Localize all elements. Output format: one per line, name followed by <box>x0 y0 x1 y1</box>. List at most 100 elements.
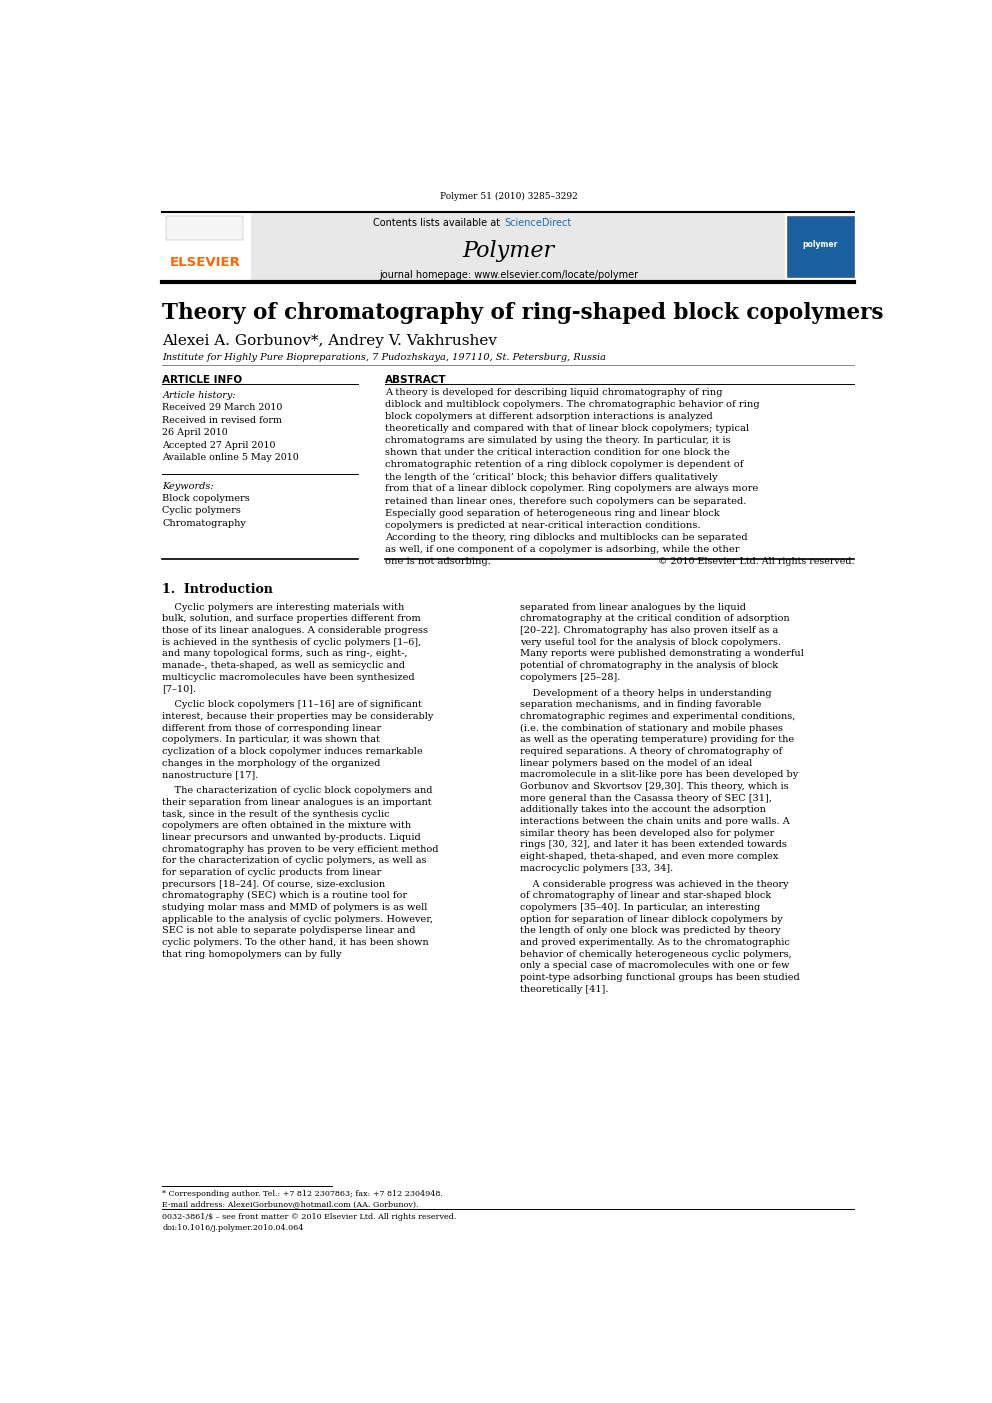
Text: bulk, solution, and surface properties different from: bulk, solution, and surface properties d… <box>163 615 422 623</box>
Text: as well as the operating temperature) providing for the: as well as the operating temperature) pr… <box>520 735 794 745</box>
Text: different from those of corresponding linear: different from those of corresponding li… <box>163 724 382 732</box>
Text: precursors [18–24]. Of course, size-exclusion: precursors [18–24]. Of course, size-excl… <box>163 880 386 888</box>
Text: Available online 5 May 2010: Available online 5 May 2010 <box>163 453 300 462</box>
Text: ScienceDirect: ScienceDirect <box>505 217 571 229</box>
Text: copolymers [35–40]. In particular, an interesting: copolymers [35–40]. In particular, an in… <box>520 904 760 912</box>
Text: point-type adsorbing functional groups has been studied: point-type adsorbing functional groups h… <box>520 972 800 982</box>
Text: one is not adsorbing.: one is not adsorbing. <box>385 557 491 565</box>
Text: Received in revised form: Received in revised form <box>163 415 283 425</box>
Text: Many reports were published demonstrating a wonderful: Many reports were published demonstratin… <box>520 650 804 658</box>
Bar <box>787 216 854 278</box>
Text: chromatography (SEC) which is a routine tool for: chromatography (SEC) which is a routine … <box>163 891 408 901</box>
Text: that ring homopolymers can by fully: that ring homopolymers can by fully <box>163 950 342 958</box>
Text: separated from linear analogues by the liquid: separated from linear analogues by the l… <box>520 603 746 612</box>
Text: is achieved in the synthesis of cyclic polymers [1–6],: is achieved in the synthesis of cyclic p… <box>163 637 422 647</box>
Text: retained than linear ones, therefore such copolymers can be separated.: retained than linear ones, therefore suc… <box>385 497 747 505</box>
Text: [7–10].: [7–10]. <box>163 685 196 693</box>
Text: Received 29 March 2010: Received 29 March 2010 <box>163 403 283 412</box>
Text: 26 April 2010: 26 April 2010 <box>163 428 228 438</box>
Text: linear polymers based on the model of an ideal: linear polymers based on the model of an… <box>520 759 752 767</box>
Text: interest, because their properties may be considerably: interest, because their properties may b… <box>163 711 434 721</box>
Text: E-mail address: AlexeiGorbunov@hotmail.com (AA. Gorbunov).: E-mail address: AlexeiGorbunov@hotmail.c… <box>163 1200 419 1208</box>
Text: Polymer 51 (2010) 3285–3292: Polymer 51 (2010) 3285–3292 <box>439 192 577 201</box>
Text: Keywords:: Keywords: <box>163 481 214 491</box>
Text: copolymers. In particular, it was shown that: copolymers. In particular, it was shown … <box>163 735 380 745</box>
Text: diblock and multiblock copolymers. The chromatographic behavior of ring: diblock and multiblock copolymers. The c… <box>385 400 760 408</box>
Text: studying molar mass and MMD of polymers is as well: studying molar mass and MMD of polymers … <box>163 904 428 912</box>
Text: cyclic polymers. To the other hand, it has been shown: cyclic polymers. To the other hand, it h… <box>163 939 430 947</box>
Text: A considerable progress was achieved in the theory: A considerable progress was achieved in … <box>520 880 789 888</box>
Text: * Corresponding author. Tel.: +7 812 2307863; fax: +7 812 2304948.: * Corresponding author. Tel.: +7 812 230… <box>163 1190 443 1198</box>
Text: copolymers is predicted at near-critical interaction conditions.: copolymers is predicted at near-critical… <box>385 521 701 530</box>
Text: changes in the morphology of the organized: changes in the morphology of the organiz… <box>163 759 381 767</box>
Text: Block copolymers: Block copolymers <box>163 494 250 504</box>
Text: chromatographic regimes and experimental conditions,: chromatographic regimes and experimental… <box>520 711 796 721</box>
Text: for separation of cyclic products from linear: for separation of cyclic products from l… <box>163 868 382 877</box>
Text: Institute for Highly Pure Biopreparations, 7 Pudozhskaya, 197110, St. Petersburg: Institute for Highly Pure Biopreparation… <box>163 354 606 362</box>
Text: for the characterization of cyclic polymers, as well as: for the characterization of cyclic polym… <box>163 856 427 866</box>
Text: chromatography at the critical condition of adsorption: chromatography at the critical condition… <box>520 615 790 623</box>
Text: multicyclic macromolecules have been synthesized: multicyclic macromolecules have been syn… <box>163 672 415 682</box>
Text: Theory of chromatography of ring-shaped block copolymers: Theory of chromatography of ring-shaped … <box>163 302 884 324</box>
Text: cyclization of a block copolymer induces remarkable: cyclization of a block copolymer induces… <box>163 746 423 756</box>
Text: Cyclic block copolymers [11–16] are of significant: Cyclic block copolymers [11–16] are of s… <box>163 700 423 710</box>
Text: required separations. A theory of chromatography of: required separations. A theory of chroma… <box>520 746 782 756</box>
Text: their separation from linear analogues is an important: their separation from linear analogues i… <box>163 798 433 807</box>
Text: linear precursors and unwanted by-products. Liquid: linear precursors and unwanted by-produc… <box>163 833 422 842</box>
Text: potential of chromatography in the analysis of block: potential of chromatography in the analy… <box>520 661 778 671</box>
Text: doi:10.1016/j.polymer.2010.04.064: doi:10.1016/j.polymer.2010.04.064 <box>163 1223 304 1232</box>
Text: SEC is not able to separate polydisperse linear and: SEC is not able to separate polydisperse… <box>163 926 416 936</box>
Text: theoretically [41].: theoretically [41]. <box>520 985 608 993</box>
Text: the length of the ‘critical’ block; this behavior differs qualitatively: the length of the ‘critical’ block; this… <box>385 473 718 481</box>
Text: rings [30, 32], and later it has been extended towards: rings [30, 32], and later it has been ex… <box>520 840 787 849</box>
Text: additionally takes into the account the adsorption: additionally takes into the account the … <box>520 805 766 814</box>
Text: and many topological forms, such as ring-, eight-,: and many topological forms, such as ring… <box>163 650 408 658</box>
Text: A theory is developed for describing liquid chromatography of ring: A theory is developed for describing liq… <box>385 387 723 397</box>
Text: interactions between the chain units and pore walls. A: interactions between the chain units and… <box>520 817 790 826</box>
Text: Cyclic polymers: Cyclic polymers <box>163 506 241 515</box>
Text: more general than the Casassa theory of SEC [31],: more general than the Casassa theory of … <box>520 794 772 803</box>
Text: theoretically and compared with that of linear block copolymers; typical: theoretically and compared with that of … <box>385 424 750 434</box>
Bar <box>167 216 243 240</box>
Text: option for separation of linear diblock copolymers by: option for separation of linear diblock … <box>520 915 783 923</box>
Text: Gorbunov and Skvortsov [29,30]. This theory, which is: Gorbunov and Skvortsov [29,30]. This the… <box>520 781 789 791</box>
Text: chromatograms are simulated by using the theory. In particular, it is: chromatograms are simulated by using the… <box>385 436 731 445</box>
Text: chromatography has proven to be very efficient method: chromatography has proven to be very eff… <box>163 845 438 853</box>
Text: polymer: polymer <box>803 240 838 248</box>
Text: Cyclic polymers are interesting materials with: Cyclic polymers are interesting material… <box>163 603 405 612</box>
Text: shown that under the critical interaction condition for one block the: shown that under the critical interactio… <box>385 448 730 457</box>
Text: macromolecule in a slit-like pore has been developed by: macromolecule in a slit-like pore has be… <box>520 770 799 779</box>
Text: Accepted 27 April 2010: Accepted 27 April 2010 <box>163 441 276 449</box>
Text: According to the theory, ring diblocks and multiblocks can be separated: According to the theory, ring diblocks a… <box>385 533 748 542</box>
Text: applicable to the analysis of cyclic polymers. However,: applicable to the analysis of cyclic pol… <box>163 915 434 923</box>
Text: [20–22]. Chromatography has also proven itself as a: [20–22]. Chromatography has also proven … <box>520 626 778 636</box>
Text: those of its linear analogues. A considerable progress: those of its linear analogues. A conside… <box>163 626 429 636</box>
Text: ABSTRACT: ABSTRACT <box>385 375 447 384</box>
Text: Contents lists available at: Contents lists available at <box>373 217 503 229</box>
Text: © 2010 Elsevier Ltd. All rights reserved.: © 2010 Elsevier Ltd. All rights reserved… <box>658 557 854 565</box>
Text: Alexei A. Gorbunov*, Andrey V. Vakhrushev: Alexei A. Gorbunov*, Andrey V. Vakhrushe… <box>163 334 497 348</box>
Text: similar theory has been developed also for polymer: similar theory has been developed also f… <box>520 829 774 838</box>
Text: macrocyclic polymers [33, 34].: macrocyclic polymers [33, 34]. <box>520 864 674 873</box>
Text: copolymers [25–28].: copolymers [25–28]. <box>520 672 620 682</box>
Text: of chromatography of linear and star-shaped block: of chromatography of linear and star-sha… <box>520 891 771 901</box>
Text: the length of only one block was predicted by theory: the length of only one block was predict… <box>520 926 781 936</box>
Text: only a special case of macromolecules with one or few: only a special case of macromolecules wi… <box>520 961 790 971</box>
Text: behavior of chemically heterogeneous cyclic polymers,: behavior of chemically heterogeneous cyc… <box>520 950 792 958</box>
Text: separation mechanisms, and in finding favorable: separation mechanisms, and in finding fa… <box>520 700 761 710</box>
Text: eight-shaped, theta-shaped, and even more complex: eight-shaped, theta-shaped, and even mor… <box>520 852 778 861</box>
Text: The characterization of cyclic block copolymers and: The characterization of cyclic block cop… <box>163 786 433 796</box>
Text: Especially good separation of heterogeneous ring and linear block: Especially good separation of heterogene… <box>385 509 720 518</box>
Text: 1.  Introduction: 1. Introduction <box>163 584 274 596</box>
Bar <box>251 213 786 279</box>
Text: block copolymers at different adsorption interactions is analyzed: block copolymers at different adsorption… <box>385 412 713 421</box>
Text: from that of a linear diblock copolymer. Ring copolymers are always more: from that of a linear diblock copolymer.… <box>385 484 759 494</box>
Text: task, since in the result of the synthesis cyclic: task, since in the result of the synthes… <box>163 810 390 818</box>
Text: ARTICLE INFO: ARTICLE INFO <box>163 375 243 384</box>
Text: and proved experimentally. As to the chromatographic: and proved experimentally. As to the chr… <box>520 939 790 947</box>
Text: manade-, theta-shaped, as well as semicyclic and: manade-, theta-shaped, as well as semicy… <box>163 661 406 671</box>
Text: Chromatography: Chromatography <box>163 519 246 528</box>
Text: (i.e. the combination of stationary and mobile phases: (i.e. the combination of stationary and … <box>520 724 783 732</box>
Text: nanostructure [17].: nanostructure [17]. <box>163 770 259 779</box>
Text: journal homepage: www.elsevier.com/locate/polymer: journal homepage: www.elsevier.com/locat… <box>379 269 638 281</box>
